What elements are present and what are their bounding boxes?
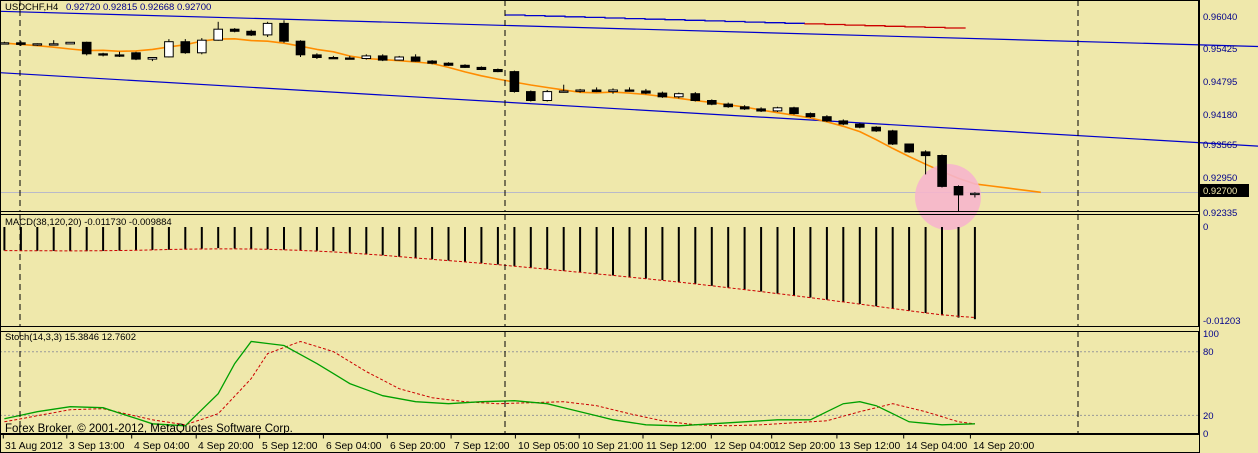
svg-text:0.92950: 0.92950 [1203, 173, 1237, 184]
svg-text:0.94180: 0.94180 [1203, 110, 1237, 121]
svg-text:6 Sep 04:00: 6 Sep 04:00 [326, 441, 382, 452]
svg-text:31 Aug 2012: 31 Aug 2012 [5, 441, 63, 452]
svg-text:12 Sep 04:00: 12 Sep 04:00 [714, 441, 776, 452]
svg-text:80: 80 [1203, 347, 1214, 358]
svg-text:0: 0 [1203, 222, 1208, 233]
svg-text:14 Sep 04:00: 14 Sep 04:00 [906, 441, 968, 452]
svg-text:10 Sep 21:00: 10 Sep 21:00 [582, 441, 644, 452]
svg-text:3 Sep 13:00: 3 Sep 13:00 [69, 441, 125, 452]
svg-text:7 Sep 12:00: 7 Sep 12:00 [454, 441, 510, 452]
svg-text:10 Sep 05:00: 10 Sep 05:00 [518, 441, 580, 452]
svg-text:20: 20 [1203, 411, 1214, 422]
svg-text:4 Sep 04:00: 4 Sep 04:00 [134, 441, 190, 452]
svg-text:14 Sep 20:00: 14 Sep 20:00 [973, 441, 1035, 452]
svg-text:0.93565: 0.93565 [1203, 140, 1237, 151]
svg-text:0.92720 0.92815 0.92668 0.9270: 0.92720 0.92815 0.92668 0.92700 [66, 2, 211, 13]
svg-text:6 Sep 20:00: 6 Sep 20:00 [390, 441, 446, 452]
svg-text:5 Sep 12:00: 5 Sep 12:00 [262, 441, 318, 452]
svg-text:0.92335: 0.92335 [1203, 208, 1237, 219]
svg-text:USDCHF,H4: USDCHF,H4 [5, 2, 58, 13]
svg-text:0.96040: 0.96040 [1203, 12, 1237, 23]
svg-text:100: 100 [1203, 329, 1219, 340]
svg-text:11 Sep 12:00: 11 Sep 12:00 [646, 441, 707, 452]
svg-text:4 Sep 20:00: 4 Sep 20:00 [198, 441, 254, 452]
svg-text:12 Sep 20:00: 12 Sep 20:00 [774, 441, 836, 452]
svg-text:0.92700: 0.92700 [1203, 186, 1237, 197]
svg-text:0.94795: 0.94795 [1203, 77, 1237, 88]
svg-text:13 Sep 12:00: 13 Sep 12:00 [839, 441, 901, 452]
svg-text:Stoch(14,3,3) 15.3846 12.760: Stoch(14,3,3) 15.3846 12.7602 [5, 332, 136, 343]
svg-text:0: 0 [1203, 429, 1208, 440]
svg-text:MACD(38,120,20) -0.011730 -0: MACD(38,120,20) -0.011730 -0.009884 [5, 217, 172, 228]
svg-text:0.95425: 0.95425 [1203, 44, 1237, 55]
svg-text:-0.01203: -0.01203 [1203, 316, 1241, 327]
svg-text:Forex Broker, © 2001-2012, Met: Forex Broker, © 2001-2012, MetaQuotes So… [5, 423, 293, 435]
